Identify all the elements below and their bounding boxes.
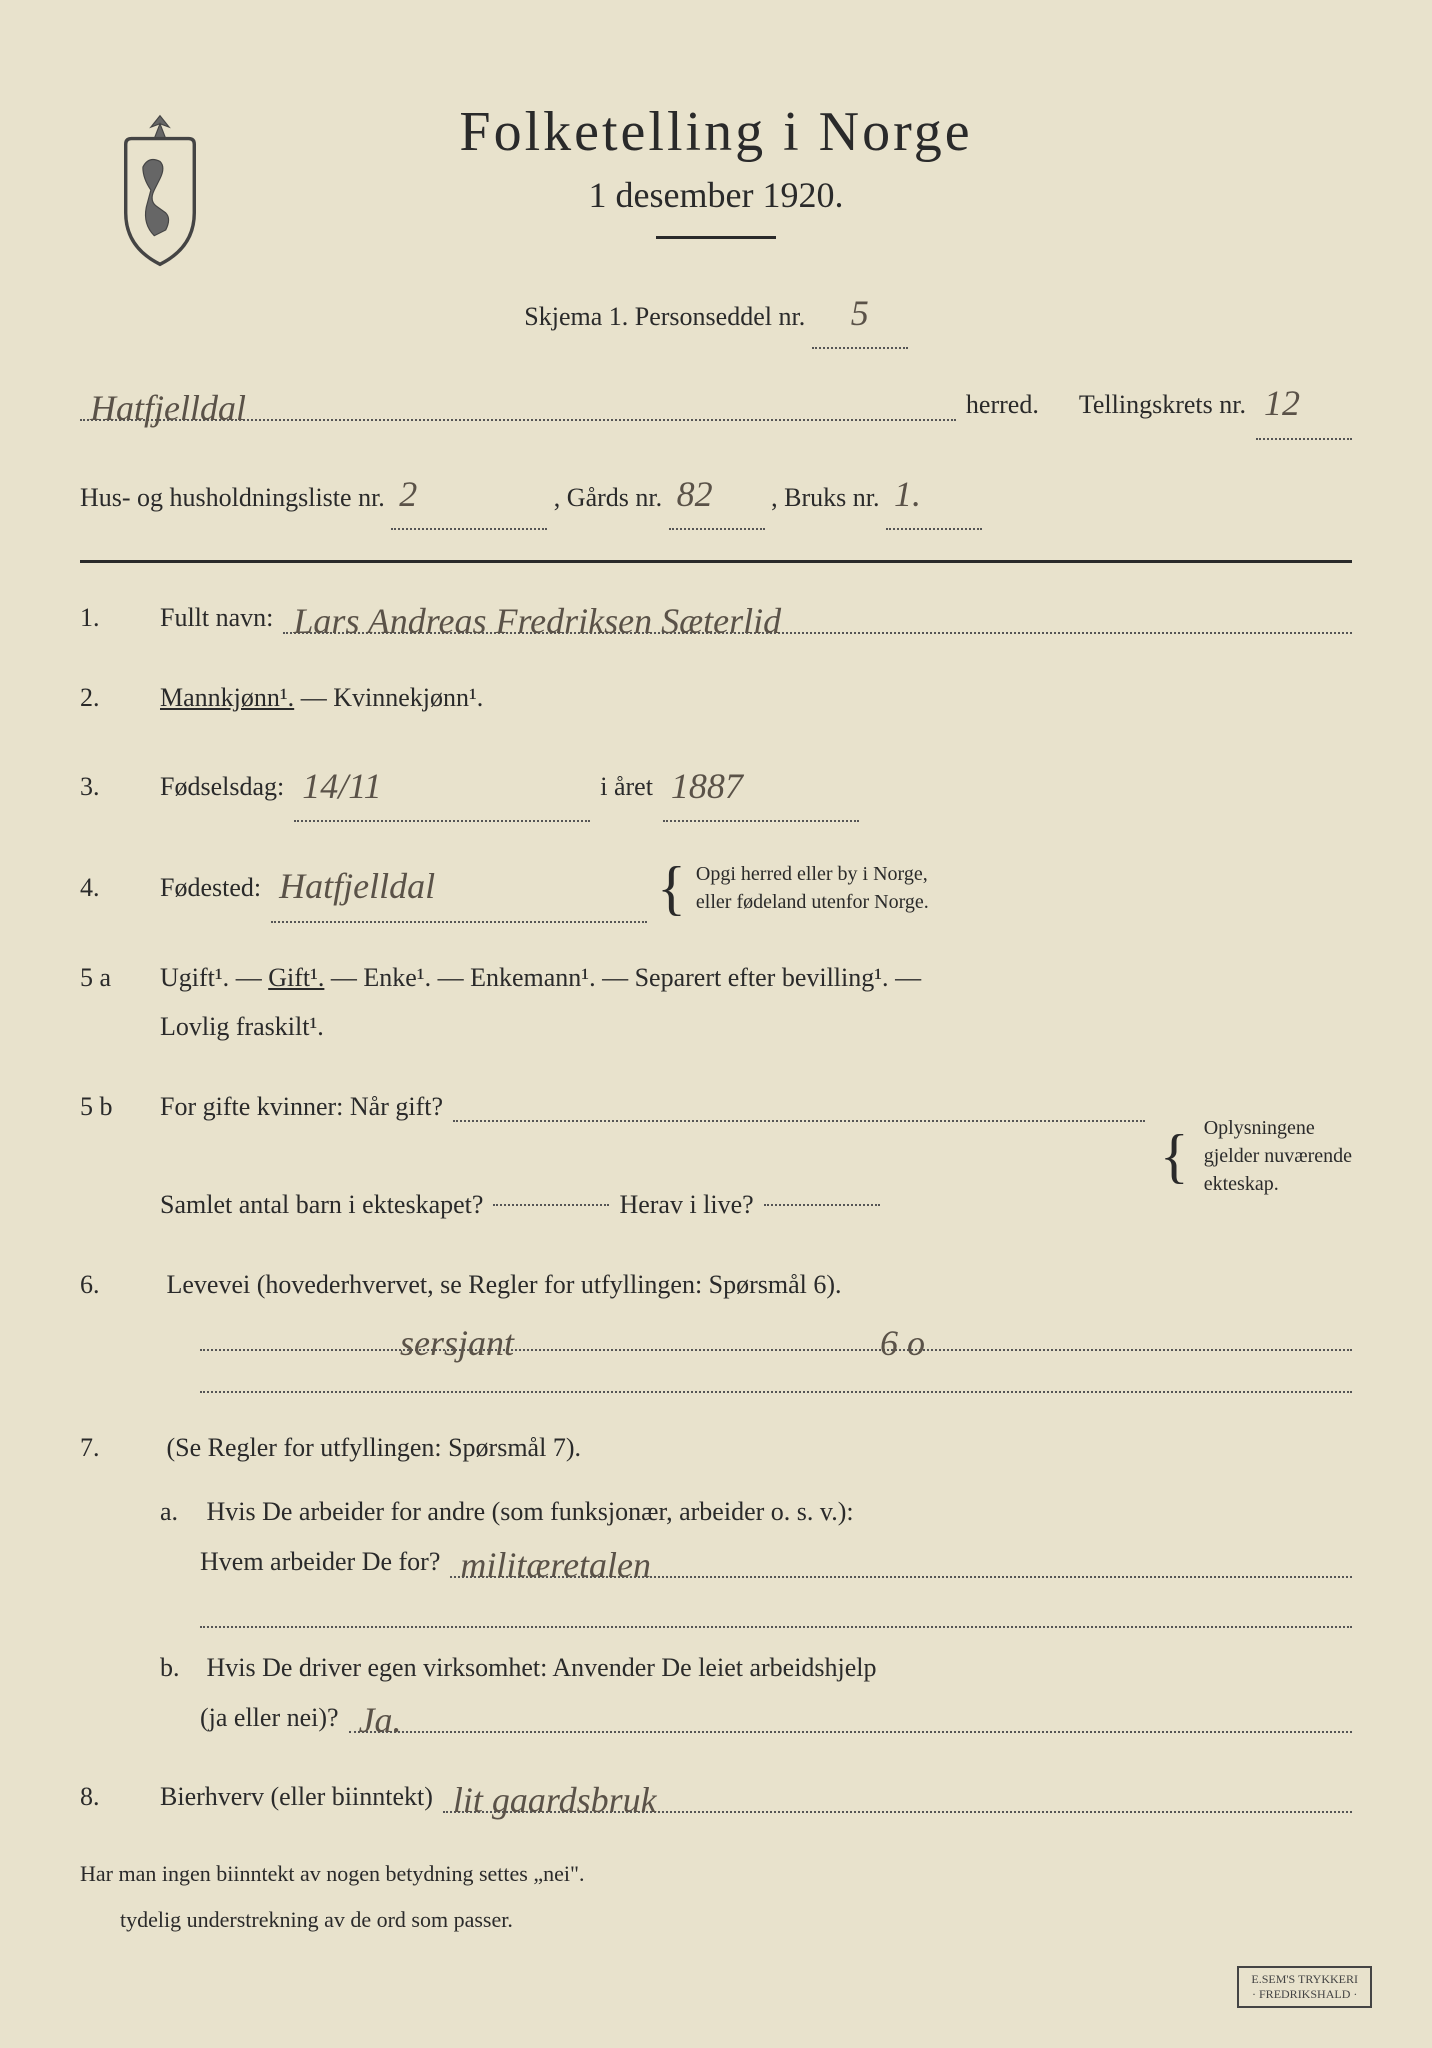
q5a-num: 5 a bbox=[80, 953, 160, 1002]
q3-year: 1887 bbox=[663, 752, 859, 822]
title-divider bbox=[656, 236, 776, 239]
bruks-nr: 1. bbox=[886, 460, 982, 530]
q4: 4. Fødested: Hatfjelldal { Opgi herred e… bbox=[80, 852, 1352, 922]
q7-label: (Se Regler for utfyllingen: Spørsmål 7). bbox=[167, 1433, 581, 1462]
q5b-label3: Herav i live? bbox=[619, 1180, 753, 1229]
q7b-text1: Hvis De driver egen virksomhet: Anvender… bbox=[207, 1653, 877, 1682]
q5a-opt4: Enkemann¹. bbox=[470, 963, 595, 992]
q2: 2. Mannkjønn¹. — Kvinnekjønn¹. bbox=[80, 673, 1352, 722]
q8-num: 8. bbox=[80, 1772, 160, 1821]
q5a-opt1: Ugift¹. bbox=[160, 963, 229, 992]
census-form-page: Folketelling i Norge 1 desember 1920. Sk… bbox=[0, 0, 1432, 2048]
q4-value: Hatfjelldal bbox=[271, 852, 647, 922]
q8-label: Bierhverv (eller biinntekt) bbox=[160, 1772, 433, 1821]
q5a-opt5: Separert efter bevilling¹. bbox=[635, 963, 889, 992]
q7a-label: a. bbox=[160, 1487, 200, 1536]
q5b: 5 b For gifte kvinner: Når gift? Samlet … bbox=[80, 1082, 1352, 1230]
q4-note: Opgi herred eller by i Norge, eller føde… bbox=[696, 860, 929, 916]
q7b-value: Ja. bbox=[359, 1686, 402, 1754]
q7: 7. (Se Regler for utfyllingen: Spørsmål … bbox=[80, 1423, 1352, 1742]
form-header: Folketelling i Norge 1 desember 1920. bbox=[80, 100, 1352, 239]
q6: 6. Levevei (hovederhvervet, se Regler fo… bbox=[80, 1260, 1352, 1393]
footer-note1: Har man ingen biinntekt av nogen betydni… bbox=[80, 1861, 1352, 1887]
q5b-note1: Oplysningene bbox=[1204, 1117, 1315, 1139]
q5a-opt6: Lovlig fraskilt¹. bbox=[160, 1012, 324, 1041]
brace-icon: { bbox=[657, 864, 686, 912]
tellingskrets-nr: 12 bbox=[1256, 369, 1352, 439]
skjema-line: Skjema 1. Personseddel nr. 5 bbox=[80, 279, 1352, 349]
q7a-text2: Hvem arbeider De for? bbox=[200, 1537, 440, 1586]
q1-value: Lars Andreas Fredriksen Sæterlid bbox=[293, 587, 781, 655]
q6-label: Levevei (hovederhvervet, se Regler for u… bbox=[167, 1270, 842, 1299]
stamp-line2: · FREDRIKSHALD · bbox=[1252, 1987, 1357, 2001]
q4-note1: Opgi herred eller by i Norge, bbox=[696, 863, 928, 885]
q7-num: 7. bbox=[80, 1423, 160, 1472]
q5b-note3: ekteskap. bbox=[1204, 1173, 1279, 1195]
q5b-note: Oplysningene gjelder nuværende ekteskap. bbox=[1204, 1114, 1352, 1198]
herred-label: herred. bbox=[966, 380, 1039, 429]
q5a-opt3: Enke¹. bbox=[363, 963, 431, 992]
brace-icon: { bbox=[1160, 1132, 1189, 1180]
personseddel-nr: 5 bbox=[812, 279, 908, 349]
title-date: 1 desember 1920. bbox=[80, 174, 1352, 216]
herred-line: Hatfjelldal herred. Tellingskrets nr. 12 bbox=[80, 369, 1352, 439]
q2-opt2: Kvinnekjønn¹. bbox=[333, 683, 483, 712]
title-main: Folketelling i Norge bbox=[80, 100, 1352, 164]
q5b-note2: gjelder nuværende bbox=[1204, 1145, 1352, 1167]
gards-label: , Gårds nr. bbox=[554, 483, 662, 512]
q4-note2: eller fødeland utenfor Norge. bbox=[696, 891, 929, 913]
q4-num: 4. bbox=[80, 863, 160, 912]
q3-year-label: i året bbox=[600, 762, 653, 811]
q5b-label2: Samlet antal barn i ekteskapet? bbox=[160, 1180, 483, 1229]
tellingskrets-label: Tellingskrets nr. bbox=[1079, 380, 1246, 429]
q6-num: 6. bbox=[80, 1260, 160, 1309]
skjema-label: Skjema 1. Personseddel nr. bbox=[524, 302, 805, 331]
q3: 3. Fødselsdag: 14/11 i året 1887 bbox=[80, 752, 1352, 822]
q1: 1. Fullt navn: Lars Andreas Fredriksen S… bbox=[80, 593, 1352, 642]
printer-stamp: E.SEM'S TRYKKERI · FREDRIKSHALD · bbox=[1237, 1966, 1372, 2008]
husliste-nr: 2 bbox=[391, 460, 547, 530]
q5b-num: 5 b bbox=[80, 1082, 160, 1131]
q2-opt1: Mannkjønn¹. bbox=[160, 683, 294, 712]
q5b-label1: For gifte kvinner: Når gift? bbox=[160, 1082, 443, 1131]
stamp-line1: E.SEM'S TRYKKERI bbox=[1251, 1972, 1358, 1986]
q7b-text2: (ja eller nei)? bbox=[200, 1693, 339, 1742]
q5a: 5 a Ugift¹. — Gift¹. — Enke¹. — Enkemann… bbox=[80, 953, 1352, 1052]
bruks-label: , Bruks nr. bbox=[771, 483, 879, 512]
q3-day: 14/11 bbox=[294, 752, 590, 822]
main-divider bbox=[80, 560, 1352, 563]
husliste-line: Hus- og husholdningsliste nr. 2 , Gårds … bbox=[80, 460, 1352, 530]
q8-value: lit gaardsbruk bbox=[453, 1766, 657, 1834]
q4-label: Fødested: bbox=[160, 863, 261, 912]
q7a-value: militæretalen bbox=[460, 1531, 651, 1599]
footer-note2: tydelig understrekning av de ord som pas… bbox=[120, 1907, 1352, 1933]
q7a-text1: Hvis De arbeider for andre (som funksjon… bbox=[207, 1497, 854, 1526]
q7a: a. Hvis De arbeider for andre (som funks… bbox=[160, 1487, 1352, 1628]
q7b-label: b. bbox=[160, 1643, 200, 1692]
q2-num: 2. bbox=[80, 673, 160, 722]
herred-value: Hatfjelldal bbox=[90, 374, 246, 442]
q1-num: 1. bbox=[80, 593, 160, 642]
q7b: b. Hvis De driver egen virksomhet: Anven… bbox=[160, 1643, 1352, 1742]
q3-num: 3. bbox=[80, 762, 160, 811]
husliste-label: Hus- og husholdningsliste nr. bbox=[80, 483, 385, 512]
q8: 8. Bierhverv (eller biinntekt) lit gaard… bbox=[80, 1772, 1352, 1821]
q5a-opt2: Gift¹. bbox=[268, 963, 324, 992]
q1-label: Fullt navn: bbox=[160, 593, 273, 642]
gards-nr: 82 bbox=[669, 460, 765, 530]
q2-sep: — bbox=[301, 683, 334, 712]
q3-label: Fødselsdag: bbox=[160, 762, 284, 811]
coat-of-arms-icon bbox=[100, 110, 220, 270]
